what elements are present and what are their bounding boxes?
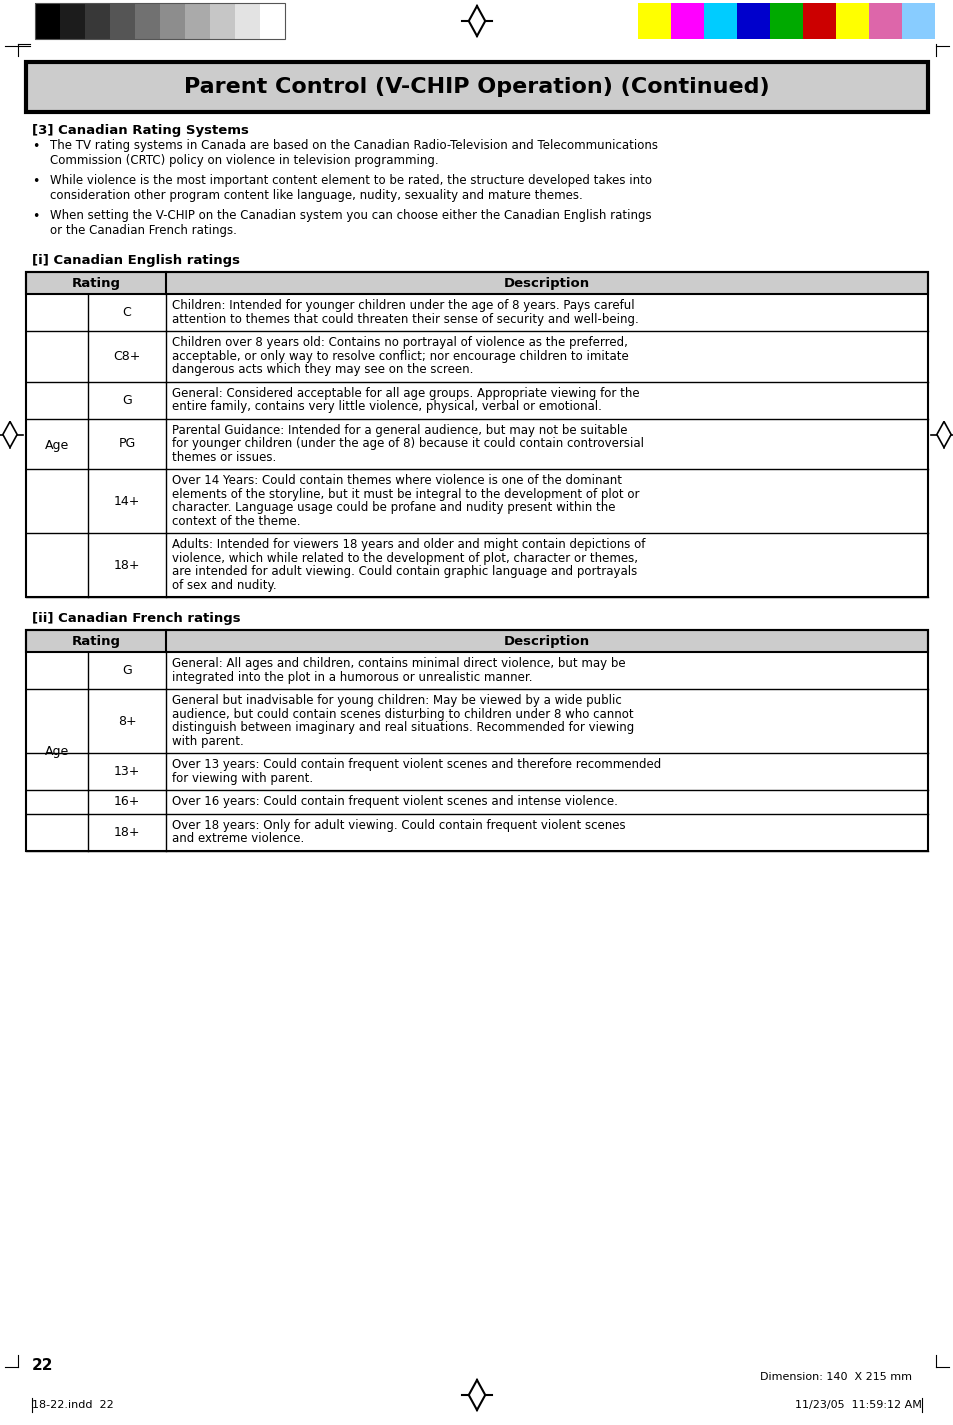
Text: Description: Description [503, 276, 590, 289]
Bar [670, 3, 703, 38]
Bar [835, 3, 868, 38]
Text: 18+: 18+ [113, 559, 140, 571]
Bar [638, 3, 670, 38]
Text: for viewing with parent.: for viewing with parent. [172, 771, 313, 785]
Bar [210, 3, 234, 38]
Bar [26, 63, 927, 113]
Text: Parent Control (V-CHIP Operation) (Continued): Parent Control (V-CHIP Operation) (Conti… [184, 77, 769, 97]
Text: 18+: 18+ [113, 825, 140, 838]
Text: dangerous acts which they may see on the screen.: dangerous acts which they may see on the… [172, 363, 473, 376]
Text: 18-22.indd  22: 18-22.indd 22 [32, 1399, 113, 1409]
Text: 14+: 14+ [113, 494, 140, 507]
Text: C: C [123, 306, 132, 319]
Text: character. Language usage could be profane and nudity present within the: character. Language usage could be profa… [172, 502, 615, 514]
Text: •: • [32, 209, 39, 222]
Text: 13+: 13+ [113, 765, 140, 778]
Text: consideration other program content like language, nudity, sexuality and mature : consideration other program content like… [50, 188, 582, 201]
Text: General: Considered acceptable for all age groups. Appropriate viewing for the: General: Considered acceptable for all a… [172, 386, 639, 399]
Text: Children over 8 years old: Contains no portrayal of violence as the preferred,: Children over 8 years old: Contains no p… [172, 336, 627, 349]
Bar [26, 272, 927, 294]
Bar [185, 3, 210, 38]
Bar [35, 3, 285, 38]
Bar [868, 3, 901, 38]
Text: Commission (CRTC) policy on violence in television programming.: Commission (CRTC) policy on violence in … [50, 154, 438, 167]
Text: audience, but could contain scenes disturbing to children under 8 who cannot: audience, but could contain scenes distu… [172, 707, 633, 721]
Text: Description: Description [503, 634, 590, 647]
Bar [901, 3, 934, 38]
Text: •: • [32, 140, 39, 152]
Text: violence, which while related to the development of plot, character or themes,: violence, which while related to the dev… [172, 551, 638, 564]
Bar [234, 3, 260, 38]
Polygon shape [468, 6, 485, 36]
Text: are intended for adult viewing. Could contain graphic language and portrayals: are intended for adult viewing. Could co… [172, 564, 637, 579]
Bar [703, 3, 737, 38]
Bar [110, 3, 135, 38]
Text: or the Canadian French ratings.: or the Canadian French ratings. [50, 224, 236, 237]
Text: themes or issues.: themes or issues. [172, 450, 276, 463]
Text: integrated into the plot in a humorous or unrealistic manner.: integrated into the plot in a humorous o… [172, 671, 532, 684]
Text: [ii] Canadian French ratings: [ii] Canadian French ratings [32, 611, 240, 626]
Text: Dimension: 140  X 215 mm: Dimension: 140 X 215 mm [760, 1372, 911, 1382]
Text: [3] Canadian Rating Systems: [3] Canadian Rating Systems [32, 124, 249, 137]
Text: C8+: C8+ [113, 349, 140, 363]
Text: context of the theme.: context of the theme. [172, 514, 300, 527]
Text: 8+: 8+ [117, 714, 136, 728]
Text: for younger children (under the age of 8) because it could contain controversial: for younger children (under the age of 8… [172, 437, 643, 450]
Text: and extreme violence.: and extreme violence. [172, 832, 304, 845]
Bar [737, 3, 769, 38]
Bar [160, 3, 185, 38]
Polygon shape [468, 1379, 485, 1409]
Text: •: • [32, 175, 39, 188]
Text: Age: Age [45, 439, 69, 452]
Text: attention to themes that could threaten their sense of security and well-being.: attention to themes that could threaten … [172, 312, 639, 325]
Text: General but inadvisable for young children: May be viewed by a wide public: General but inadvisable for young childr… [172, 694, 621, 707]
Text: The TV rating systems in Canada are based on the Canadian Radio-Television and T: The TV rating systems in Canada are base… [50, 140, 658, 152]
Text: 22: 22 [32, 1358, 53, 1374]
Text: Over 13 years: Could contain frequent violent scenes and therefore recommended: Over 13 years: Could contain frequent vi… [172, 758, 660, 771]
Bar [26, 630, 927, 653]
Bar [135, 3, 160, 38]
Bar [85, 3, 110, 38]
Bar [769, 3, 802, 38]
Text: entire family, contains very little violence, physical, verbal or emotional.: entire family, contains very little viol… [172, 400, 601, 413]
Bar [35, 3, 60, 38]
Bar [26, 272, 927, 597]
Text: Parental Guidance: Intended for a general audience, but may not be suitable: Parental Guidance: Intended for a genera… [172, 423, 627, 436]
Text: Children: Intended for younger children under the age of 8 years. Pays careful: Children: Intended for younger children … [172, 299, 634, 312]
Text: acceptable, or only way to resolve conflict; nor encourage children to imitate: acceptable, or only way to resolve confl… [172, 349, 628, 362]
Text: 16+: 16+ [113, 795, 140, 808]
Bar [802, 3, 835, 38]
Bar [60, 3, 85, 38]
Text: General: All ages and children, contains minimal direct violence, but may be: General: All ages and children, contains… [172, 657, 625, 670]
Polygon shape [936, 422, 950, 447]
Bar [26, 272, 927, 294]
Bar [26, 630, 927, 653]
Text: Over 18 years: Only for adult viewing. Could contain frequent violent scenes: Over 18 years: Only for adult viewing. C… [172, 818, 625, 832]
Text: While violence is the most important content element to be rated, the structure : While violence is the most important con… [50, 174, 651, 187]
Text: Age: Age [45, 745, 69, 758]
Text: When setting the V-CHIP on the Canadian system you can choose either the Canadia: When setting the V-CHIP on the Canadian … [50, 209, 651, 222]
Text: PG: PG [118, 437, 135, 450]
Text: [i] Canadian English ratings: [i] Canadian English ratings [32, 254, 240, 266]
Text: of sex and nudity.: of sex and nudity. [172, 579, 276, 591]
Text: Rating: Rating [71, 276, 120, 289]
Text: with parent.: with parent. [172, 734, 244, 748]
Text: Adults: Intended for viewers 18 years and older and might contain depictions of: Adults: Intended for viewers 18 years an… [172, 539, 644, 551]
Bar [260, 3, 285, 38]
Text: G: G [122, 664, 132, 677]
Text: Rating: Rating [71, 634, 120, 647]
Text: distinguish between imaginary and real situations. Recommended for viewing: distinguish between imaginary and real s… [172, 721, 634, 734]
Polygon shape [3, 422, 17, 447]
Text: G: G [122, 393, 132, 406]
Bar [26, 630, 927, 851]
Text: Over 16 years: Could contain frequent violent scenes and intense violence.: Over 16 years: Could contain frequent vi… [172, 795, 618, 808]
Text: Over 14 Years: Could contain themes where violence is one of the dominant: Over 14 Years: Could contain themes wher… [172, 475, 621, 487]
Text: 11/23/05  11:59:12 AM: 11/23/05 11:59:12 AM [794, 1399, 921, 1409]
Text: elements of the storyline, but it must be integral to the development of plot or: elements of the storyline, but it must b… [172, 487, 639, 500]
